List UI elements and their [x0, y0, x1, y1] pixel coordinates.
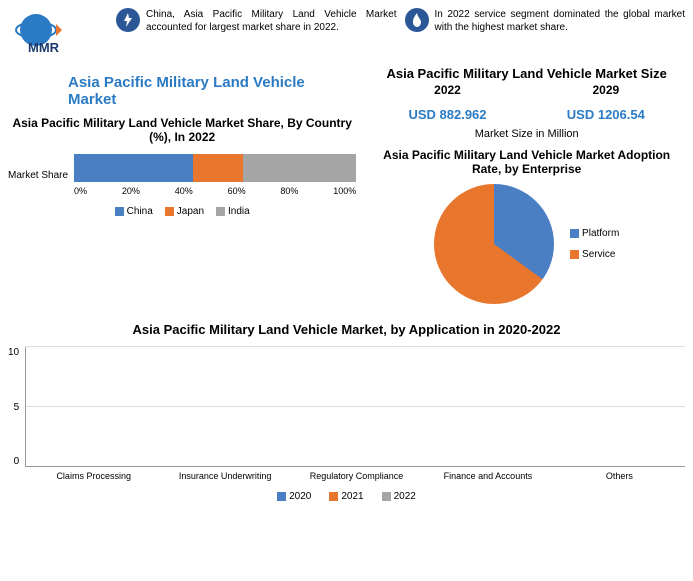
header-row: MMR China, Asia Pacific Military Land Ve… [8, 8, 685, 56]
pie-title: Asia Pacific Military Land Vehicle Marke… [368, 148, 685, 176]
mmr-logo: MMR [8, 8, 108, 56]
pie-chart [434, 184, 554, 304]
x-label: Claims Processing [28, 471, 159, 481]
pie-legend-platform: Platform [570, 228, 619, 239]
size-title: Asia Pacific Military Land Vehicle Marke… [368, 66, 685, 81]
legend-label: Service [582, 249, 615, 260]
legend-label: 2022 [394, 491, 416, 502]
app-y-ticks: 10 5 0 [8, 347, 23, 467]
pie-legend-service: Service [570, 249, 619, 260]
bolt-icon [116, 8, 140, 32]
legend-box [382, 492, 391, 501]
legend-item-india: India [216, 206, 250, 217]
bar-segment-india [243, 154, 356, 182]
legend-label: India [228, 206, 250, 217]
x-tick: 40% [175, 186, 193, 196]
right-column: Asia Pacific Military Land Vehicle Marke… [368, 66, 685, 304]
x-tick: 60% [228, 186, 246, 196]
legend-box [115, 207, 124, 216]
year-2022: 2022 [434, 83, 461, 97]
svg-text:MMR: MMR [28, 40, 60, 55]
bar-container: 0% 20% 40% 60% 80% 100% [74, 154, 356, 196]
pie-legend: Platform Service [570, 228, 619, 260]
legend-box [329, 492, 338, 501]
share-x-axis: 0% 20% 40% 60% 80% 100% [74, 186, 356, 196]
legend-item-china: China [115, 206, 153, 217]
year-2029: 2029 [592, 83, 619, 97]
info-item-2: In 2022 service segment dominated the gl… [405, 8, 686, 34]
app-groups [25, 347, 685, 467]
mid-section: Asia Pacific Military Land Vehicle Marke… [8, 66, 685, 304]
x-label: Insurance Underwriting [159, 471, 290, 481]
app-legend-2022: 2022 [382, 491, 416, 502]
legend-label: Platform [582, 228, 619, 239]
info-text-1: China, Asia Pacific Military Land Vehicl… [146, 8, 397, 34]
value-2022: USD 882.962 [408, 107, 486, 122]
legend-box [570, 229, 579, 238]
x-tick: 0% [74, 186, 87, 196]
year-row: 2022 2029 [368, 83, 685, 97]
application-chart: Asia Pacific Military Land Vehicle Marke… [8, 322, 685, 502]
bar-segment-japan [193, 154, 244, 182]
size-subtitle: Market Size in Million [368, 128, 685, 140]
legend-box [165, 207, 174, 216]
legend-box [570, 250, 579, 259]
app-legend-2020: 2020 [277, 491, 311, 502]
x-label: Regulatory Compliance [291, 471, 422, 481]
grid-line [26, 406, 685, 407]
app-bars-area: 10 5 0 [8, 347, 685, 467]
legend-label: 2020 [289, 491, 311, 502]
stacked-bar-chart: Market Share 0% 20% 40% 60% 80% 100% [8, 154, 356, 196]
main-title: Asia Pacific Military Land Vehicle Marke… [68, 74, 356, 108]
info-text-2: In 2022 service segment dominated the gl… [435, 8, 686, 34]
x-tick: 80% [280, 186, 298, 196]
app-chart-title: Asia Pacific Military Land Vehicle Marke… [8, 322, 685, 337]
left-column: Asia Pacific Military Land Vehicle Marke… [8, 66, 356, 304]
bar-segment-china [74, 154, 193, 182]
y-tick: 5 [8, 402, 19, 413]
x-label: Others [554, 471, 685, 481]
y-tick: 10 [8, 347, 19, 358]
x-tick: 20% [122, 186, 140, 196]
legend-label: 2021 [341, 491, 363, 502]
x-tick: 100% [333, 186, 356, 196]
app-legend-2021: 2021 [329, 491, 363, 502]
legend-label: Japan [177, 206, 204, 217]
x-label: Finance and Accounts [422, 471, 553, 481]
app-x-labels: Claims ProcessingInsurance UnderwritingR… [28, 471, 685, 481]
grid-line [26, 346, 685, 347]
app-legend: 2020 2021 2022 [8, 491, 685, 502]
share-chart-title: Asia Pacific Military Land Vehicle Marke… [8, 116, 356, 144]
legend-box [277, 492, 286, 501]
share-y-label: Market Share [8, 170, 68, 181]
stacked-bar [74, 154, 356, 182]
value-2029: USD 1206.54 [567, 107, 645, 122]
value-row: USD 882.962 USD 1206.54 [368, 107, 685, 122]
info-item-1: China, Asia Pacific Military Land Vehicl… [116, 8, 397, 34]
share-legend: China Japan India [8, 206, 356, 217]
legend-item-japan: Japan [165, 206, 204, 217]
legend-box [216, 207, 225, 216]
legend-label: China [127, 206, 153, 217]
y-tick: 0 [8, 456, 19, 467]
pie-area: Platform Service [368, 184, 685, 304]
flame-icon [405, 8, 429, 32]
